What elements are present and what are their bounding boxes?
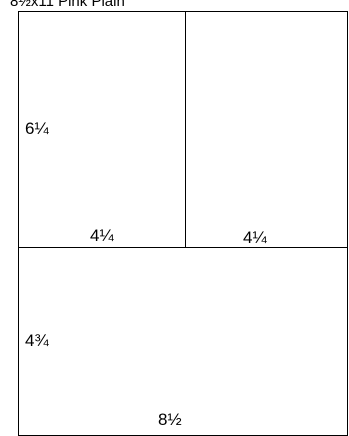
page-title: 8½x11 Pink Plain bbox=[10, 0, 125, 10]
top-right-panel-width-label: 4¼ bbox=[243, 228, 267, 247]
bottom-section-width-label: 8½ bbox=[158, 410, 182, 429]
top-left-panel-width-label: 4¼ bbox=[90, 226, 114, 245]
bottom-section-height-label: 4¾ bbox=[25, 331, 49, 350]
horizontal-cut-line bbox=[18, 247, 348, 248]
top-section-height-label: 6¼ bbox=[25, 119, 49, 138]
vertical-cut-line bbox=[185, 11, 186, 248]
paper-sheet-outline bbox=[18, 11, 348, 436]
